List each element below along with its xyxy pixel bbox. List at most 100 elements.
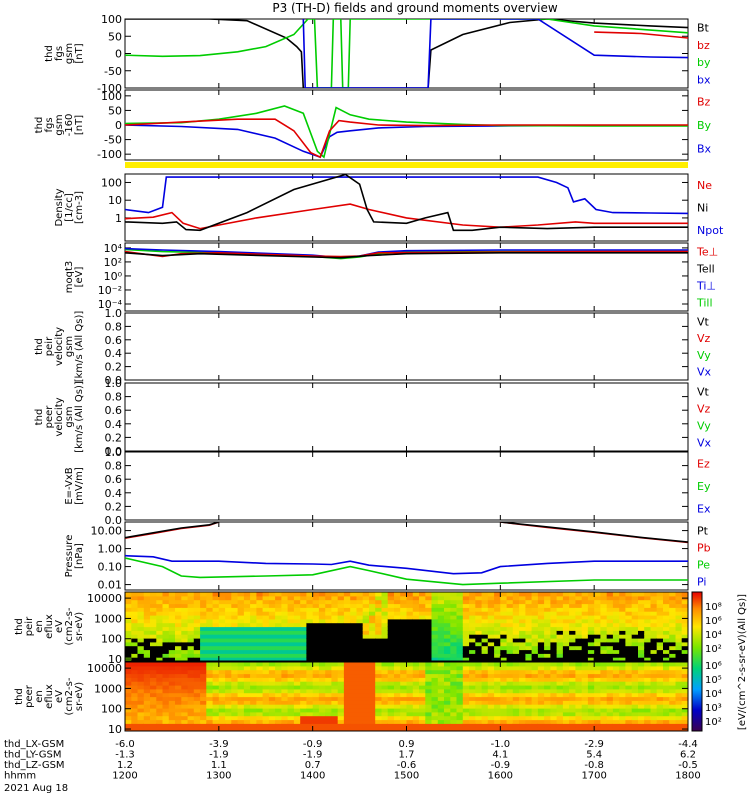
spectrogram-cell xyxy=(187,653,195,658)
spectrogram-cell xyxy=(544,662,551,667)
spectrogram-cell xyxy=(131,657,139,661)
spectrogram-cell xyxy=(212,611,220,616)
spectrogram-cell xyxy=(562,645,570,651)
legend-entry: Pt xyxy=(697,525,709,538)
spectrogram-cell xyxy=(306,618,314,624)
spectrogram-cell xyxy=(575,708,583,713)
spectrogram-cell xyxy=(412,603,420,608)
spectrogram-cell xyxy=(663,657,670,661)
spectrogram-cell xyxy=(156,700,164,705)
spectrogram-cell xyxy=(362,649,370,654)
spectrogram-cell xyxy=(506,615,514,620)
spectrogram-cell xyxy=(162,603,170,608)
spectrogram-cell xyxy=(550,641,558,647)
spectrogram-cell xyxy=(456,630,464,635)
spectrogram-cell xyxy=(487,727,495,731)
spectrogram-s1 xyxy=(125,592,688,661)
spectrogram-cell xyxy=(537,662,545,667)
spectrogram-cell xyxy=(512,662,520,667)
spectrogram-cell xyxy=(231,653,239,658)
y-axis-label: eflux xyxy=(44,614,55,639)
spectrogram-cell xyxy=(243,715,251,721)
spectrogram-cell xyxy=(343,657,351,661)
spectrogram-cell xyxy=(193,696,201,701)
spectrogram-cell xyxy=(475,669,483,675)
spectrogram-cell xyxy=(619,719,627,724)
spectrogram-cell xyxy=(519,645,526,651)
spectrogram-cell xyxy=(638,719,645,724)
spectrogram-cell xyxy=(137,641,145,647)
y-tick-label: 0.6 xyxy=(105,404,123,417)
spectrogram-cell xyxy=(406,622,414,628)
spectrogram-cell xyxy=(175,595,182,601)
spectrogram-cell xyxy=(556,645,564,651)
spectrogram-cell xyxy=(237,653,245,658)
y-axis-label: E=-VxB xyxy=(64,467,75,504)
spectrogram-cell xyxy=(469,615,476,620)
spectrogram-cell xyxy=(437,622,445,628)
spectrogram-cell xyxy=(594,626,602,631)
spectrogram-cell xyxy=(512,719,520,724)
spectrogram-cell xyxy=(544,719,551,724)
spectrogram-cell xyxy=(168,595,176,601)
spectrogram-cell xyxy=(162,662,170,667)
spectrogram-cell xyxy=(569,711,576,717)
spectrogram-cell xyxy=(550,711,558,717)
spectrogram-cell xyxy=(193,611,201,616)
spectrogram-cell xyxy=(131,611,139,616)
spectrogram-cell xyxy=(487,630,495,635)
spectrogram-cell xyxy=(456,615,464,620)
spectrogram-cell xyxy=(237,641,245,647)
spectrogram-cell xyxy=(187,669,195,675)
spectrogram-cell xyxy=(487,685,495,690)
spectrogram-cell xyxy=(544,727,551,731)
spectrogram-cell xyxy=(306,626,314,631)
spectrogram-cell xyxy=(525,696,533,701)
spectrogram-cell xyxy=(387,630,395,635)
spectrogram-cell xyxy=(612,611,620,616)
spectrogram-cell xyxy=(550,696,558,701)
spectrogram-cell xyxy=(262,638,270,643)
spectrogram-cell xyxy=(231,607,239,612)
spectrogram-cell xyxy=(237,700,245,705)
spectrogram-cell xyxy=(212,692,220,698)
spectrogram-cell xyxy=(156,641,164,647)
spectrogram-cell xyxy=(456,704,464,709)
spectrogram-cell xyxy=(237,662,245,667)
spectrogram-cell xyxy=(681,626,688,631)
spectrogram-cell xyxy=(337,700,345,705)
series-line-bt xyxy=(125,19,688,88)
spectrogram-cell xyxy=(569,634,576,639)
spectrogram-cell xyxy=(544,649,551,654)
spectrogram-cell xyxy=(581,638,589,643)
spectrogram-cell xyxy=(481,662,489,667)
spectrogram-cell xyxy=(218,649,226,654)
spectrogram-cell xyxy=(287,723,295,728)
spectrogram-cell xyxy=(663,607,670,612)
spectrogram-cell xyxy=(669,727,677,731)
spectrogram-cell xyxy=(125,641,132,647)
spectrogram-cell xyxy=(606,657,614,661)
spectrogram-cell xyxy=(619,641,627,647)
spectrogram-cell xyxy=(356,727,364,731)
spectrogram-cell xyxy=(500,592,508,597)
spectrogram-cell xyxy=(525,692,533,698)
spectrogram-cell xyxy=(500,645,508,651)
spectrogram-cell xyxy=(356,715,364,721)
spectrogram-cell xyxy=(425,665,433,671)
spectrogram-cell xyxy=(318,595,326,601)
spectrogram-cell xyxy=(675,618,683,624)
spectrogram-cell xyxy=(343,641,351,647)
spectrogram-cell xyxy=(193,618,201,624)
spectrogram-cell xyxy=(594,662,602,667)
spectrogram-cell xyxy=(225,662,232,667)
spectrogram-cell xyxy=(475,634,483,639)
spectrogram-cell xyxy=(394,715,401,721)
spectrogram-cell xyxy=(550,626,558,631)
spectrogram-cell xyxy=(469,688,476,694)
spectrogram-cell xyxy=(212,645,220,651)
spectrogram-cell xyxy=(275,630,282,635)
spectrogram-cell xyxy=(175,653,182,658)
spectrogram-cell xyxy=(663,700,670,705)
spectrogram-cell xyxy=(581,719,589,724)
